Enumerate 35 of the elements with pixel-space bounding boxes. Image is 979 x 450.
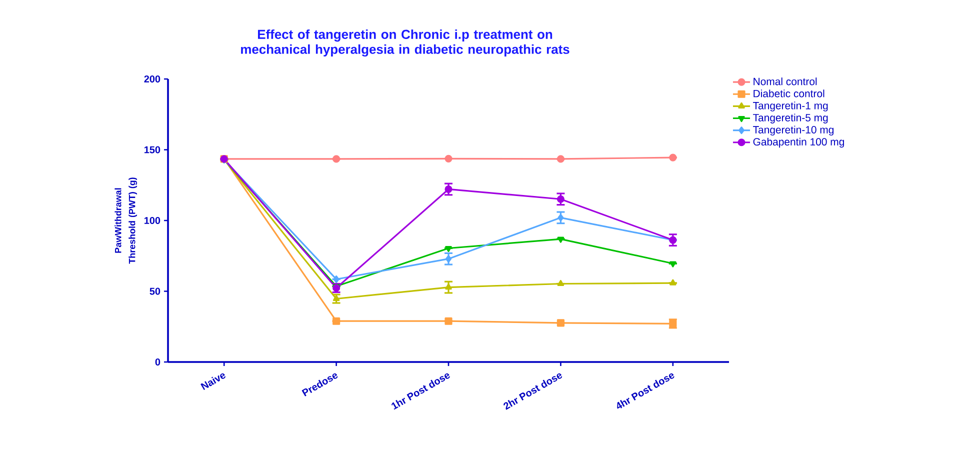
point [332,294,340,302]
legend-label: Gabapentin 100 mg [753,138,844,148]
chart-title: Effect of tangeretin on Chronic i.p treatment on mechanical hyperalgesia in diabetic neuropathic rats [241,29,570,57]
point [444,185,452,194]
point [557,236,564,243]
point [445,255,452,263]
legend-label: Tangeretin-1 mg [753,102,828,112]
point [445,283,452,290]
legend-label: Diabetic control [754,90,824,98]
point [444,317,452,325]
point [333,275,340,284]
point [332,155,340,163]
point [556,195,564,203]
y-tick-label: 0 [155,358,160,366]
point [444,154,452,162]
point [445,246,452,252]
point [556,319,564,327]
point [670,261,676,268]
point [556,155,564,163]
y-tick-label: 50 [150,288,160,295]
y-tick-label: 150 [144,146,160,154]
y-axis-title: PawWithdrawal Threshold (PWT) (g) [114,178,138,264]
x-tick-label: 4hr Post dose [617,373,674,409]
point [669,154,677,162]
point [332,317,340,325]
point [670,279,676,286]
point [558,214,564,222]
x-tick-label: 2hr Post dose [504,373,562,410]
legend-label: Tangeretin-5 mg [753,114,828,124]
y-tick-label: 100 [144,216,160,224]
legend-label: Nomal control [754,78,817,86]
y-tick-label: 200 [144,75,160,83]
x-tick-label: 1hr Post dose [391,373,450,410]
legend-label: Tangeretin-10 mg [753,126,834,136]
point [557,280,564,286]
